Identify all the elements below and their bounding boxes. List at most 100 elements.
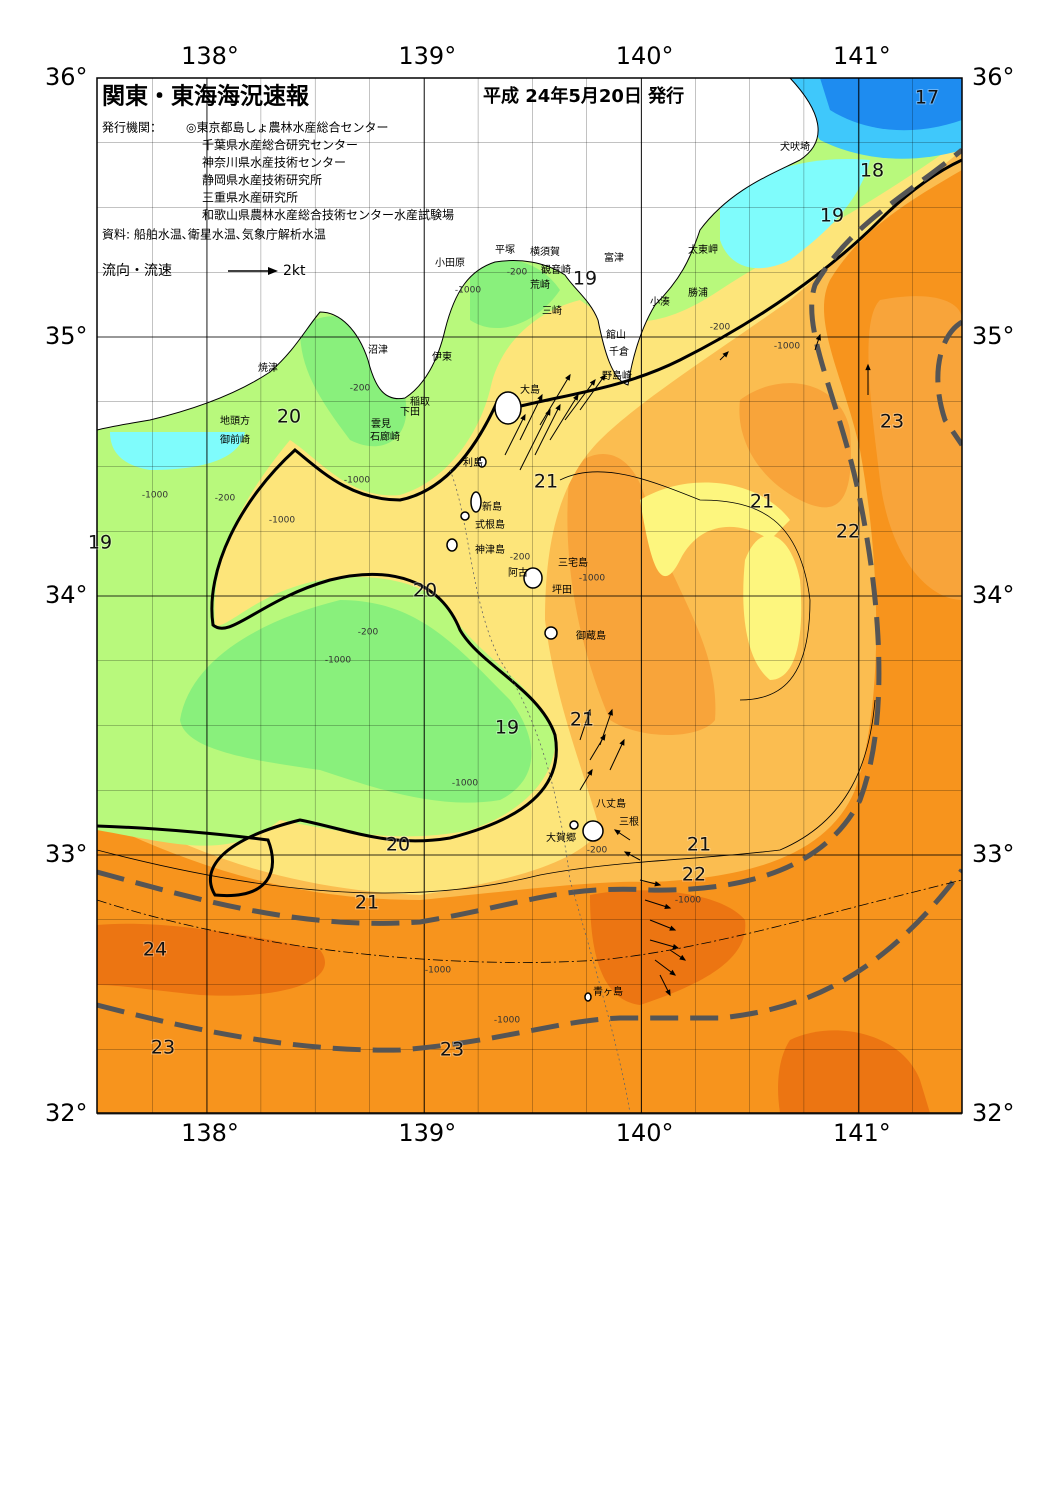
lon-label-bottom: 140° xyxy=(616,1119,674,1147)
map-frame xyxy=(96,77,963,1114)
isobath-label: -200 xyxy=(350,384,371,394)
place-name: 下田 xyxy=(400,407,420,418)
place-name: 沼津 xyxy=(368,343,388,356)
isobath-label: -200 xyxy=(710,323,731,333)
place-name: 小湊 xyxy=(650,295,670,308)
current-arrowhead xyxy=(520,413,526,421)
current-arrow xyxy=(579,709,591,741)
isobath-label: -1000 xyxy=(425,966,451,976)
current-arrow xyxy=(549,394,579,441)
current-arrow xyxy=(609,739,625,771)
current-arrowhead xyxy=(587,768,593,776)
current-arrowhead xyxy=(613,829,621,836)
place-name: 三崎 xyxy=(542,304,562,317)
current-arrowhead xyxy=(865,363,871,371)
lat-label-right: 33° xyxy=(972,840,1015,868)
isotherm-label: 21 xyxy=(355,892,379,914)
isobath-label: -1000 xyxy=(142,491,168,501)
current-arrow xyxy=(564,379,596,421)
current-arrow xyxy=(534,404,561,456)
legend-label: 流向・流速 xyxy=(102,263,172,279)
isotherm-label: 24 xyxy=(143,939,167,961)
island xyxy=(523,567,543,589)
isotherm-label: 20 xyxy=(413,580,437,602)
isotherms xyxy=(97,148,962,1113)
place-name: 大賀郷 xyxy=(546,831,576,844)
current-arrowhead xyxy=(669,925,677,931)
isotherm-label: 22 xyxy=(836,521,860,543)
isotherm-label: 19 xyxy=(820,205,844,227)
land xyxy=(97,78,819,431)
lon-label-top: 141° xyxy=(833,42,891,70)
current-arrowhead xyxy=(573,393,579,401)
isotherm-label: 21 xyxy=(750,491,774,513)
current-arrowhead xyxy=(537,393,543,401)
isobath-label: -200 xyxy=(507,268,528,278)
legend-scale: 2kt xyxy=(283,263,306,279)
isotherm-label: 23 xyxy=(151,1037,175,1059)
place-name: 焼津 xyxy=(258,362,278,374)
title: 関東・東海海況速報 xyxy=(102,83,310,110)
lat-label-left: 36° xyxy=(45,63,88,91)
issuer: ◎東京都島しょ農林水産総合センター xyxy=(186,120,388,135)
place-name: 青ヶ島 xyxy=(593,985,623,998)
isobath-label: -1000 xyxy=(344,476,370,486)
island xyxy=(569,820,579,830)
current-arrowhead xyxy=(619,738,625,746)
lat-label-left: 34° xyxy=(45,581,88,609)
isobath-label: -1000 xyxy=(455,286,481,296)
island xyxy=(477,456,487,468)
isobath-label: -1000 xyxy=(452,779,478,789)
island xyxy=(582,820,604,842)
current-arrowhead xyxy=(672,944,680,950)
isotherm-label: 23 xyxy=(880,411,904,433)
current-arrowhead xyxy=(565,373,571,381)
isobath-label: -1000 xyxy=(325,656,351,666)
issuer: 三重県水産研究所 xyxy=(202,190,298,205)
place-name: 稲取 xyxy=(410,396,430,408)
isotherm-label: 22 xyxy=(682,864,706,886)
isobath-label: -1000 xyxy=(579,574,605,584)
current-arrowhead xyxy=(599,373,606,381)
place-name: 千倉 xyxy=(609,345,629,358)
legend-arrowhead xyxy=(268,267,278,275)
isotherm-label: 17 xyxy=(915,87,939,109)
issuer: 静岡県水産技術研究所 xyxy=(202,172,322,187)
isobath-label: -200 xyxy=(510,553,531,563)
current-arrowhead xyxy=(623,851,631,857)
isotherm-label: 20 xyxy=(386,834,410,856)
place-name: 小田原 xyxy=(435,257,465,269)
isobath-label: -1000 xyxy=(774,342,800,352)
graticule xyxy=(97,77,962,1115)
lon-label-bottom: 138° xyxy=(181,1119,239,1147)
isotherm-label: 21 xyxy=(570,709,594,731)
place-name: 坪田 xyxy=(552,583,572,596)
lat-label-left: 32° xyxy=(45,1099,88,1127)
current-arrowhead xyxy=(589,378,596,386)
isotherm-label: 18 xyxy=(860,160,884,182)
place-name: 石廊崎 xyxy=(370,430,400,443)
place-name: 三宅島 xyxy=(558,556,588,569)
lon-label-top: 138° xyxy=(181,42,239,70)
place-name: 利島 xyxy=(463,456,483,469)
isotherm-label: 21 xyxy=(534,471,558,493)
current-arrow xyxy=(579,374,606,411)
island xyxy=(460,511,470,521)
issuer: 千葉県水産総合研究センター xyxy=(202,137,358,152)
place-name: 犬吠埼 xyxy=(780,140,810,153)
place-name: 富津 xyxy=(604,251,624,264)
island xyxy=(470,491,482,513)
isobath-label: -200 xyxy=(215,494,236,504)
isotherm-label: 21 xyxy=(687,834,711,856)
lon-label-top: 140° xyxy=(616,42,674,70)
lat-label-right: 35° xyxy=(972,322,1015,350)
place-name: 横須賀 xyxy=(530,245,560,258)
current-arrowhead xyxy=(669,969,677,976)
place-name: 新島 xyxy=(482,500,502,513)
isotherm-label: 19 xyxy=(573,268,597,290)
source: 資料: 船舶水温､衛星水温､気象庁解析水温 xyxy=(102,227,326,242)
current-arrowhead xyxy=(664,903,672,910)
current-arrow xyxy=(519,409,551,471)
isotherm-label: 19 xyxy=(88,532,112,554)
issuer: 和歌山県農林水産総合技術センター水産試験場 xyxy=(202,207,454,222)
